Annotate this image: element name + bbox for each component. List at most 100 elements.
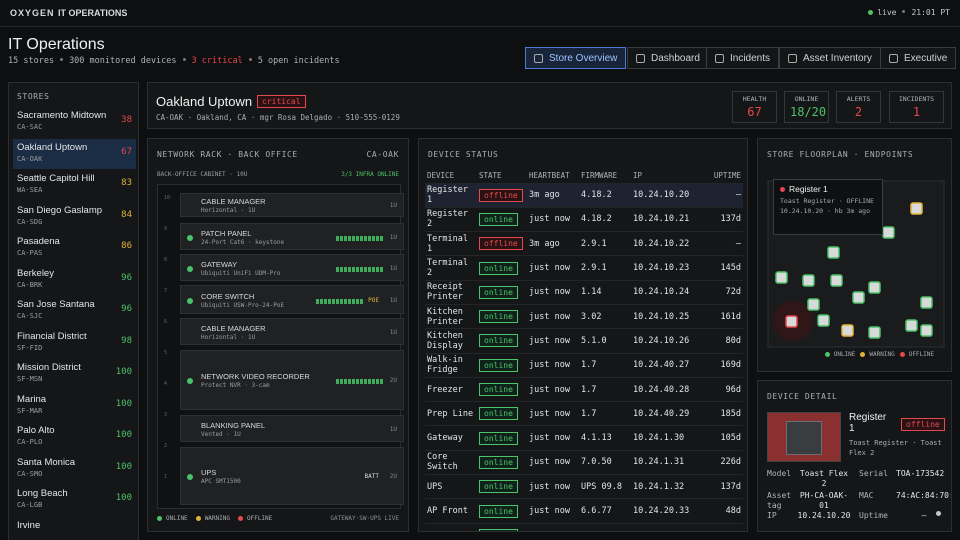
endpoint [920, 296, 933, 309]
tab[interactable]: Incidents [706, 47, 780, 69]
port-lights [336, 266, 383, 272]
cell: Freezer [425, 376, 477, 402]
store-name: Marina [17, 393, 47, 405]
device-table: DEVICE STATE HEARTBEAT FIRMWARE IP UPTIME Regi… [425, 169, 743, 531]
tab-icon [788, 53, 797, 63]
unit-number: 6 [164, 319, 168, 325]
device-row[interactable]: Register 2 online just now 4.18.2 10.24.10.2… [425, 206, 743, 232]
cell: just now [527, 303, 579, 329]
state-badge: offline [479, 188, 523, 202]
port-light [344, 266, 347, 272]
cell: just now [527, 498, 579, 524]
device-row[interactable]: UPS online just now UPS 09.8 10.24.1.32 137d [425, 474, 743, 499]
cell-text: Gateway [427, 433, 463, 444]
legend-dot [899, 351, 905, 357]
store-item[interactable]: Palo Alto CA-PLO 100 [13, 422, 136, 452]
store-item[interactable]: San Jose Santana CA-SJC 96 [13, 296, 136, 326]
cell: 10.24.40.28 [631, 376, 699, 402]
rack-unit: CORE SWITCH Ubiquiti USW-Pro-24-PoE 1U POE [180, 285, 404, 314]
store-item[interactable]: Oakland Uptown CA-OAK 67 [13, 138, 136, 169]
unit-size: 1U [389, 328, 397, 336]
unit-size: 2U [389, 473, 397, 480]
port-light [380, 266, 383, 272]
store-item[interactable]: San Diego Gaslamp CA-SDG 84 [13, 202, 136, 232]
cell: 6.6.77 [579, 522, 631, 531]
cell: online [477, 376, 527, 402]
device-row[interactable]: Core Switch online just now 7.0.50 10.24.1.3… [425, 449, 743, 475]
tab-icon [889, 53, 898, 63]
store-item[interactable]: Santa Monica CA-SMO 100 [13, 454, 136, 484]
port-light [344, 235, 347, 241]
cell: 72d [699, 279, 743, 305]
panel-title: DEVICE STATUS [428, 150, 499, 159]
cell-text: Terminal 2 [427, 258, 468, 279]
unit-size: 1U [389, 202, 397, 209]
device-row[interactable]: Gateway online just now 4.1.13 10.24.1.30 105… [425, 425, 743, 451]
unit-led [187, 297, 193, 304]
store-item[interactable]: Mission District SF-MSN 100 [13, 359, 136, 389]
store-item[interactable]: Sacramento Midtown CA-SAC 38 [13, 107, 136, 137]
rack-unit: GATEWAY Ubiquiti UniFi UDM-Pro 1U [180, 254, 404, 281]
close-btn[interactable] [936, 511, 941, 516]
cell: AP Front [425, 498, 477, 524]
cell-text: 10.24.10.26 [633, 335, 690, 346]
device-row[interactable]: Receipt Printer online just now 1.14 10.24.1… [425, 279, 743, 305]
device-row[interactable]: AP Front online just now 6.6.77 10.24.20.33 4… [425, 498, 743, 524]
port-light [344, 298, 347, 304]
field-label: Serial [859, 469, 888, 478]
cell: Terminal 2 [425, 255, 477, 281]
kpi-value: 1 [912, 105, 921, 119]
tab[interactable]: Executive [880, 47, 957, 69]
store-item[interactable]: Seattle Capitol Hill WA-SEA 83 [13, 170, 136, 200]
store-item[interactable]: Long Beach CA-LGB 100 [13, 485, 136, 515]
port-light [316, 298, 319, 304]
port-light [356, 266, 359, 272]
store-item[interactable]: Financial District SF-FID 98 [13, 328, 136, 358]
store-item[interactable]: Irvine [13, 517, 136, 540]
state-badge: online [479, 480, 518, 494]
port-light [368, 379, 371, 384]
device-row[interactable]: Kitchen Printer online just now 3.02 10.24.1… [425, 303, 743, 329]
port-light [340, 298, 343, 304]
store-item[interactable]: Berkeley CA-BRK 96 [13, 265, 136, 295]
floorplan-panel: STORE FLOORPLAN · ENDPOINTS Register 1 Toa… [757, 138, 952, 372]
device-row[interactable]: Terminal 1 offline 3m ago 2.9.1 10.24.10.22 — [425, 231, 743, 256]
tab[interactable]: Asset Inventory [779, 47, 881, 69]
endpoint [827, 246, 840, 259]
device-row[interactable]: Register 1 offline 3m ago 4.18.2 10.24.10.20… [425, 182, 743, 208]
store-score: 84 [121, 209, 132, 220]
cell-text: 10.24.20.33 [633, 506, 690, 516]
store-item[interactable]: Marina SF-MAR 100 [13, 391, 136, 421]
port-light [376, 379, 379, 384]
cell-text: 1.7 [581, 384, 597, 395]
cell: 10.24.10.23 [631, 255, 699, 281]
cell-text: 3m ago [529, 190, 560, 201]
cell-text: 161d [720, 311, 741, 322]
store-item[interactable]: Pasadena CA-PAS 86 [13, 233, 136, 263]
port-light [328, 298, 331, 304]
cell: 6.6.77 [579, 498, 631, 524]
cell-text: just now [529, 481, 570, 492]
device-row[interactable]: Kitchen Display online just now 5.1.0 10.24.… [425, 328, 743, 354]
device-row[interactable]: Terminal 2 online just now 2.9.1 10.24.10.23… [425, 255, 743, 281]
tab[interactable]: Store Overview [525, 47, 627, 69]
port-light [372, 235, 375, 241]
cell-text: 169d [720, 360, 741, 371]
device-row[interactable]: Freezer online just now 1.7 10.24.40.28 96d [425, 376, 743, 402]
tab-label: Asset Inventory [803, 52, 872, 64]
cell: just now [527, 474, 579, 499]
cell: online [477, 474, 527, 499]
cell: just now [527, 425, 579, 451]
unit-number: 3 [164, 412, 168, 418]
cell-text: — [735, 190, 741, 201]
tab[interactable]: Dashboard [627, 47, 709, 69]
device-row[interactable]: Prep Line online just now 1.7 10.24.40.29 185… [425, 401, 743, 426]
store-name: Pasadena [17, 236, 60, 247]
device-row[interactable]: AP Dining online just now 6.6.77 10.24.20.34… [425, 522, 743, 531]
summary-item: 3 critical [191, 56, 243, 66]
device-row[interactable]: Walk-in Fridge online just now 1.7 10.24.40.… [425, 352, 743, 378]
field-label: IP [767, 511, 777, 520]
store-code: CA-SMO [17, 469, 43, 478]
kpi: INCIDENTS 1 [889, 91, 944, 123]
unit-detail: Ubiquiti UniFi UDM-Pro [201, 269, 281, 277]
